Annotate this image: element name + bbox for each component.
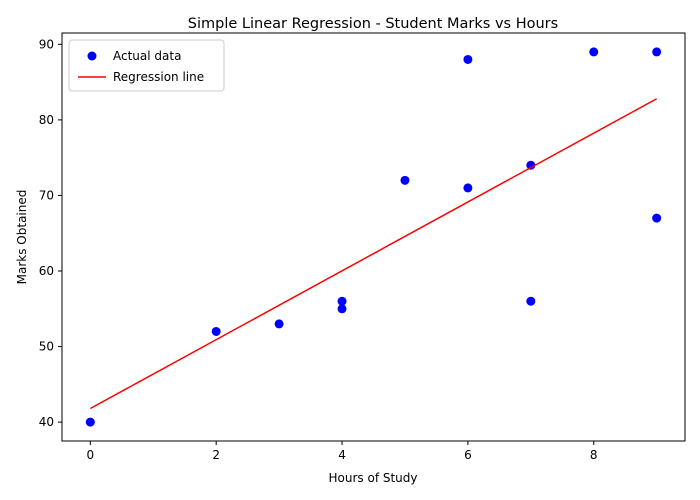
legend-label-actual-data: Actual data (113, 49, 181, 63)
data-point (337, 304, 347, 314)
y-tick-label: 80 (39, 113, 54, 127)
legend-label-regression-line: Regression line (113, 70, 204, 84)
y-tick-label: 70 (39, 188, 54, 202)
plot-marks (85, 47, 662, 427)
x-tick-label: 4 (338, 448, 346, 462)
data-point (463, 54, 473, 64)
x-axis-title: Hours of Study (329, 471, 418, 485)
x-tick-label: 8 (590, 448, 598, 462)
legend: Actual data Regression line (68, 39, 225, 92)
x-tick-label: 0 (86, 448, 94, 462)
y-tick-label: 90 (39, 37, 54, 51)
legend-scatter-marker (87, 51, 97, 61)
data-point (589, 47, 599, 57)
y-tick-label: 40 (39, 415, 54, 429)
x-axis: 0 2 4 6 8 (86, 441, 598, 462)
y-axis-title: Marks Obtained (15, 190, 29, 285)
y-tick-label: 50 (39, 340, 54, 354)
y-tick-label: 60 (39, 264, 54, 278)
legend-box (68, 39, 225, 92)
x-tick-label: 6 (464, 448, 472, 462)
data-point (400, 175, 410, 185)
data-point (526, 160, 536, 170)
y-axis: 40 50 60 70 80 90 (39, 37, 62, 429)
regression-line (89, 98, 658, 410)
data-point (85, 417, 95, 427)
data-point (463, 183, 473, 193)
x-tick-label: 2 (212, 448, 220, 462)
plot-frame (61, 32, 686, 442)
data-point (211, 326, 221, 336)
data-point (652, 47, 662, 57)
data-point (274, 319, 284, 329)
data-point (652, 213, 662, 223)
data-point (526, 296, 536, 306)
data-point (337, 296, 347, 306)
chart-title: Simple Linear Regression - Student Marks… (188, 16, 558, 32)
